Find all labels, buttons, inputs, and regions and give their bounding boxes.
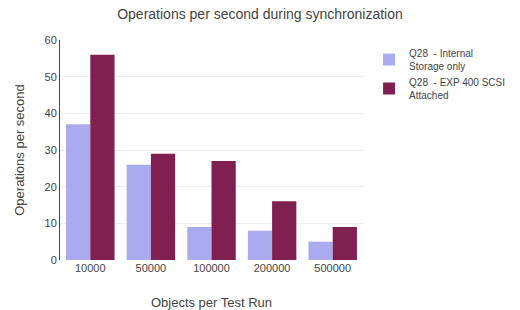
svg-text:40: 40 [45, 107, 57, 119]
svg-text:10: 10 [45, 217, 57, 229]
svg-text:100000: 100000 [193, 262, 230, 274]
svg-text:200000: 200000 [254, 262, 291, 274]
svg-text:60: 60 [45, 34, 57, 46]
svg-text:Q28 - EXP 400 SCSIAttached: Q28 - EXP 400 SCSIAttached [409, 77, 505, 101]
svg-text:0: 0 [51, 254, 57, 266]
svg-text:30: 30 [45, 144, 57, 156]
svg-text:10000: 10000 [75, 262, 106, 274]
svg-text:Q28 - InternalStorage only: Q28 - InternalStorage only [409, 48, 473, 72]
svg-text:50: 50 [45, 71, 57, 83]
svg-text:Operations per second during s: Operations per second during synchroniza… [117, 6, 403, 22]
svg-text:Operations per second: Operations per second [12, 84, 27, 216]
svg-text:20: 20 [45, 181, 57, 193]
svg-text:500000: 500000 [314, 262, 351, 274]
svg-text:Objects per Test Run: Objects per Test Run [151, 295, 272, 310]
svg-text:50000: 50000 [136, 262, 167, 274]
